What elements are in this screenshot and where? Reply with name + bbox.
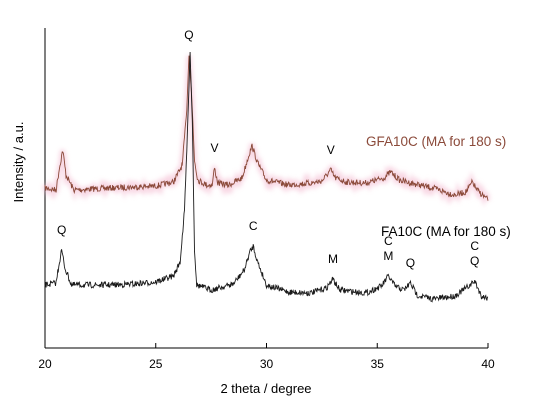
series-label-fa10c: FA10C (MA for 180 s) [381, 224, 511, 239]
peak-label: V [210, 141, 218, 155]
series-glow-0 [42, 55, 491, 208]
peak-label: C [384, 234, 393, 248]
series-line-gfa10c [44, 55, 489, 201]
peak-label: Q [406, 256, 415, 270]
peak-label: M [328, 252, 338, 266]
x-ticks [44, 343, 489, 348]
y-axis-title: Intensity / a.u. [11, 122, 26, 203]
x-tick-label: 25 [149, 357, 163, 371]
peak-label: Q [184, 28, 193, 42]
x-tick-label: 20 [38, 357, 52, 371]
series-line-fa10c [44, 51, 489, 303]
series-label-gfa10c: GFA10C (MA for 180 s) [366, 134, 506, 149]
series-layer [42, 51, 491, 303]
x-tick-label: 30 [260, 357, 274, 371]
peak-label: Q [57, 223, 66, 237]
peak-label: Q [470, 254, 479, 268]
peak-label: C [470, 239, 479, 253]
peak-label: M [383, 249, 393, 263]
peak-label: C [249, 219, 258, 233]
peak-label: V [327, 143, 335, 157]
x-tick-label: 35 [371, 357, 385, 371]
x-axis-title: 2 theta / degree [220, 381, 311, 396]
x-tick-label: 40 [481, 357, 495, 371]
x-tick-labels: 20 25 30 35 40 [38, 357, 495, 371]
